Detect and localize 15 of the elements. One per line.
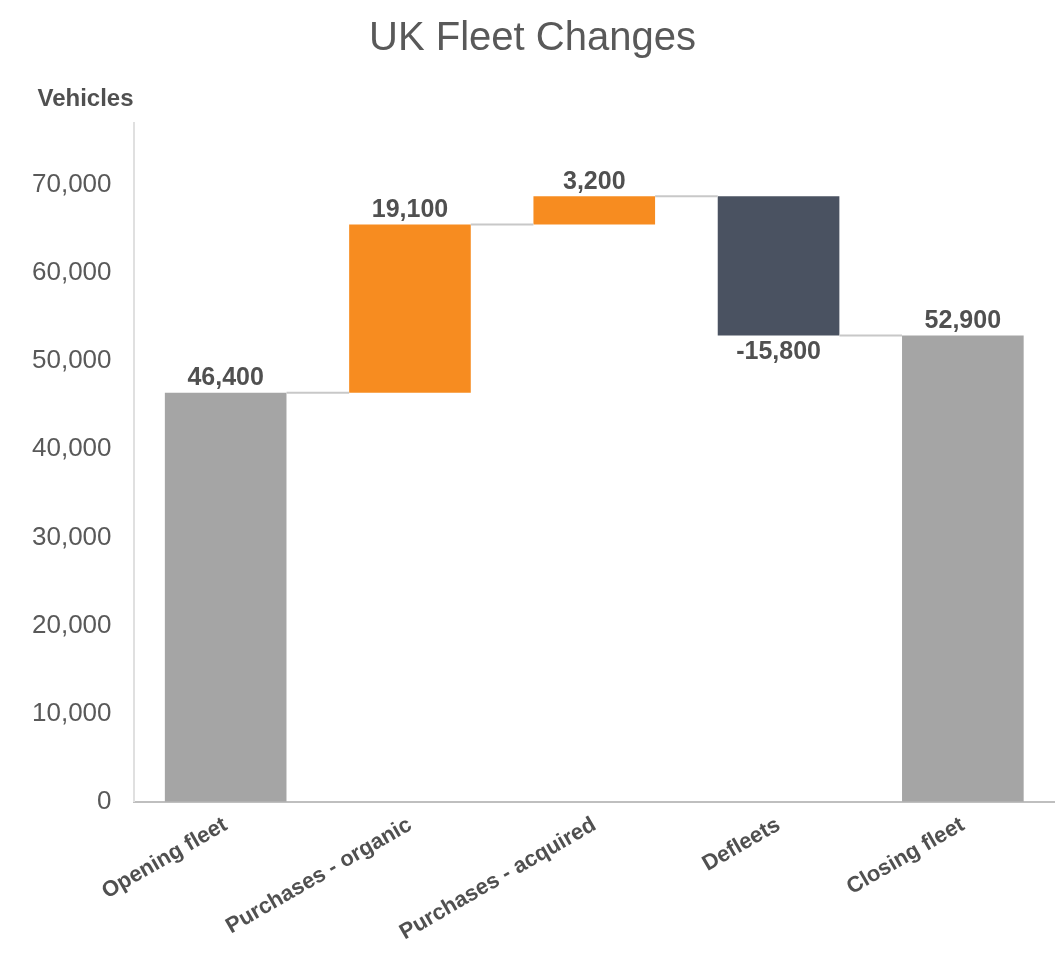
y-tick-label: 70,000 bbox=[31, 167, 112, 198]
y-tick-label: 10,000 bbox=[31, 696, 112, 727]
y-tick-label: 40,000 bbox=[31, 432, 112, 463]
y-tick-label: 0 bbox=[97, 785, 112, 816]
data-label: 3,200 bbox=[562, 165, 626, 194]
y-tick-label: 30,000 bbox=[31, 520, 112, 551]
y-tick-label: 20,000 bbox=[31, 608, 112, 639]
data-label: 19,100 bbox=[371, 193, 449, 222]
data-label: -15,800 bbox=[736, 335, 821, 364]
y-tick-label: 60,000 bbox=[31, 256, 112, 287]
y-tick-label: 50,000 bbox=[31, 344, 112, 375]
chart-title: UK Fleet Changes bbox=[369, 14, 696, 59]
data-label: 46,400 bbox=[187, 362, 264, 391]
y-axis-title: Vehicles bbox=[37, 83, 134, 111]
data-label: 52,900 bbox=[924, 304, 1002, 333]
